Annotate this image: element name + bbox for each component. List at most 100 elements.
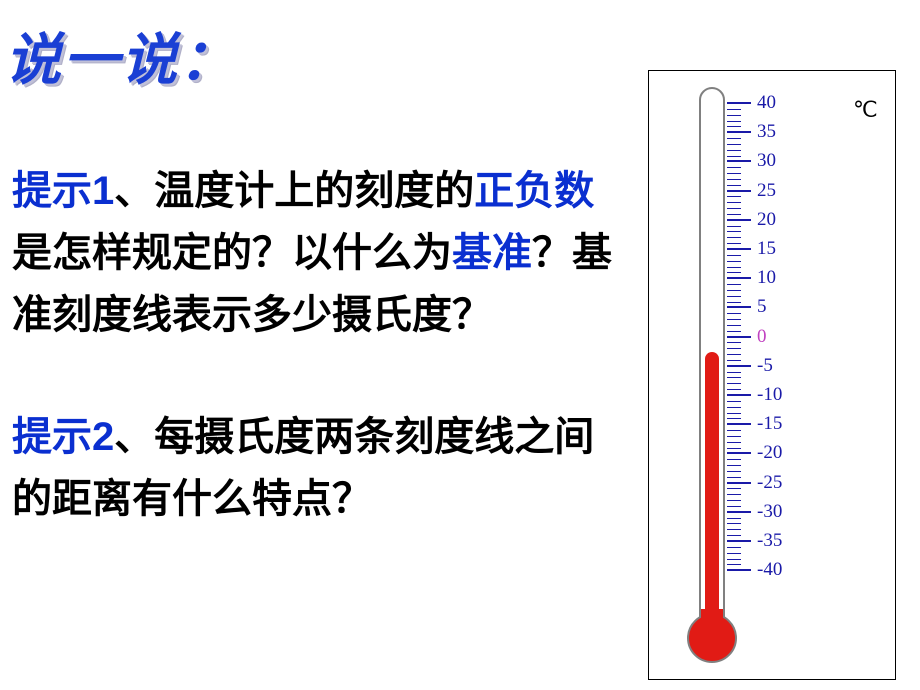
- thermometer-tube: [699, 87, 725, 621]
- tick-minor: [727, 518, 741, 519]
- tick-label: 10: [757, 267, 776, 289]
- tick-minor: [727, 138, 741, 139]
- tick-minor: [727, 401, 741, 402]
- thermometer-bulb-mask: [701, 609, 723, 621]
- tick-minor: [727, 185, 741, 186]
- tick-minor: [727, 214, 741, 215]
- tick-label: 5: [757, 296, 767, 318]
- tick-label: 15: [757, 238, 776, 260]
- thermometer-mercury: [705, 352, 719, 619]
- tick-minor: [727, 126, 741, 127]
- tick-minor: [727, 448, 741, 449]
- tick-label: -40: [757, 559, 782, 581]
- tick-minor: [727, 237, 741, 238]
- tick-minor: [727, 442, 741, 443]
- tick-minor: [727, 231, 741, 232]
- tick-minor: [727, 261, 741, 262]
- hint1-text-b: 是怎样规定的？以什么为: [12, 231, 452, 275]
- tick-minor: [727, 109, 741, 110]
- tick-minor: [727, 313, 741, 314]
- tick-minor: [727, 196, 741, 197]
- tick-minor: [727, 488, 741, 489]
- page-title: 说一说：: [5, 15, 237, 96]
- tick-major: [727, 511, 751, 513]
- tick-minor: [727, 494, 741, 495]
- tick-minor: [727, 564, 741, 565]
- thermometer-unit: ℃: [853, 97, 878, 123]
- tick-major: [727, 131, 751, 133]
- tick-minor: [727, 348, 741, 349]
- tick-major: [727, 423, 751, 425]
- tick-major: [727, 102, 751, 104]
- tick-label: 0: [757, 326, 767, 348]
- tick-minor: [727, 413, 741, 414]
- tick-major: [727, 306, 751, 308]
- thermometer-inner: 4035302520151050-5-10-15-20-25-30-35-40 …: [663, 81, 883, 671]
- tick-minor: [727, 325, 741, 326]
- tick-minor: [727, 383, 741, 384]
- tick-major: [727, 394, 751, 396]
- tick-minor: [727, 559, 741, 560]
- paragraph-1: 提示1、温度计上的刻度的正负数是怎样规定的？以什么为基准？基准刻度线表示多少摄氏…: [12, 160, 632, 346]
- tick-minor: [727, 477, 741, 478]
- tick-major: [727, 482, 751, 484]
- tick-minor: [727, 173, 741, 174]
- hint1-text-a: 、温度计上的刻度的: [114, 169, 474, 213]
- tick-minor: [727, 547, 741, 548]
- tick-minor: [727, 331, 741, 332]
- thermometer: 4035302520151050-5-10-15-20-25-30-35-40 …: [648, 70, 896, 680]
- tick-minor: [727, 354, 741, 355]
- tick-major: [727, 190, 751, 192]
- tick-minor: [727, 506, 741, 507]
- tick-minor: [727, 284, 741, 285]
- tick-minor: [727, 272, 741, 273]
- tick-label: 20: [757, 209, 776, 231]
- tick-label: -5: [757, 355, 773, 377]
- tick-minor: [727, 302, 741, 303]
- tick-major: [727, 160, 751, 162]
- tick-major: [727, 248, 751, 250]
- tick-major: [727, 219, 751, 221]
- hint2-label: 提示2: [12, 415, 114, 459]
- tick-minor: [727, 167, 741, 168]
- hint1-keyword-1: 正负数: [474, 169, 594, 213]
- tick-minor: [727, 553, 741, 554]
- tick-minor: [727, 529, 741, 530]
- tick-minor: [727, 430, 741, 431]
- tick-minor: [727, 296, 741, 297]
- tick-major: [727, 540, 751, 542]
- tick-minor: [727, 243, 741, 244]
- tick-minor: [727, 115, 741, 116]
- tick-minor: [727, 179, 741, 180]
- tick-minor: [727, 407, 741, 408]
- tick-minor: [727, 290, 741, 291]
- content-area: 提示1、温度计上的刻度的正负数是怎样规定的？以什么为基准？基准刻度线表示多少摄氏…: [12, 160, 632, 530]
- thermometer-scale: 4035302520151050-5-10-15-20-25-30-35-40: [727, 81, 877, 641]
- tick-minor: [727, 535, 741, 536]
- tick-minor: [727, 156, 741, 157]
- tick-major: [727, 452, 751, 454]
- tick-major: [727, 336, 751, 338]
- tick-label: 40: [757, 92, 776, 114]
- tick-minor: [727, 202, 741, 203]
- paragraph-2: 提示2、每摄氏度两条刻度线之间的距离有什么特点？: [12, 406, 632, 530]
- tick-minor: [727, 319, 741, 320]
- tick-label: -10: [757, 384, 782, 406]
- tick-minor: [727, 465, 741, 466]
- tick-label: 35: [757, 121, 776, 143]
- tick-label: -30: [757, 501, 782, 523]
- tick-major: [727, 569, 751, 571]
- tick-label: -35: [757, 530, 782, 552]
- tick-label: -20: [757, 442, 782, 464]
- tick-minor: [727, 267, 741, 268]
- tick-minor: [727, 436, 741, 437]
- tick-minor: [727, 418, 741, 419]
- tick-label: -15: [757, 413, 782, 435]
- tick-minor: [727, 523, 741, 524]
- tick-minor: [727, 471, 741, 472]
- tick-minor: [727, 377, 741, 378]
- tick-minor: [727, 255, 741, 256]
- tick-minor: [727, 389, 741, 390]
- tick-minor: [727, 144, 741, 145]
- tick-minor: [727, 459, 741, 460]
